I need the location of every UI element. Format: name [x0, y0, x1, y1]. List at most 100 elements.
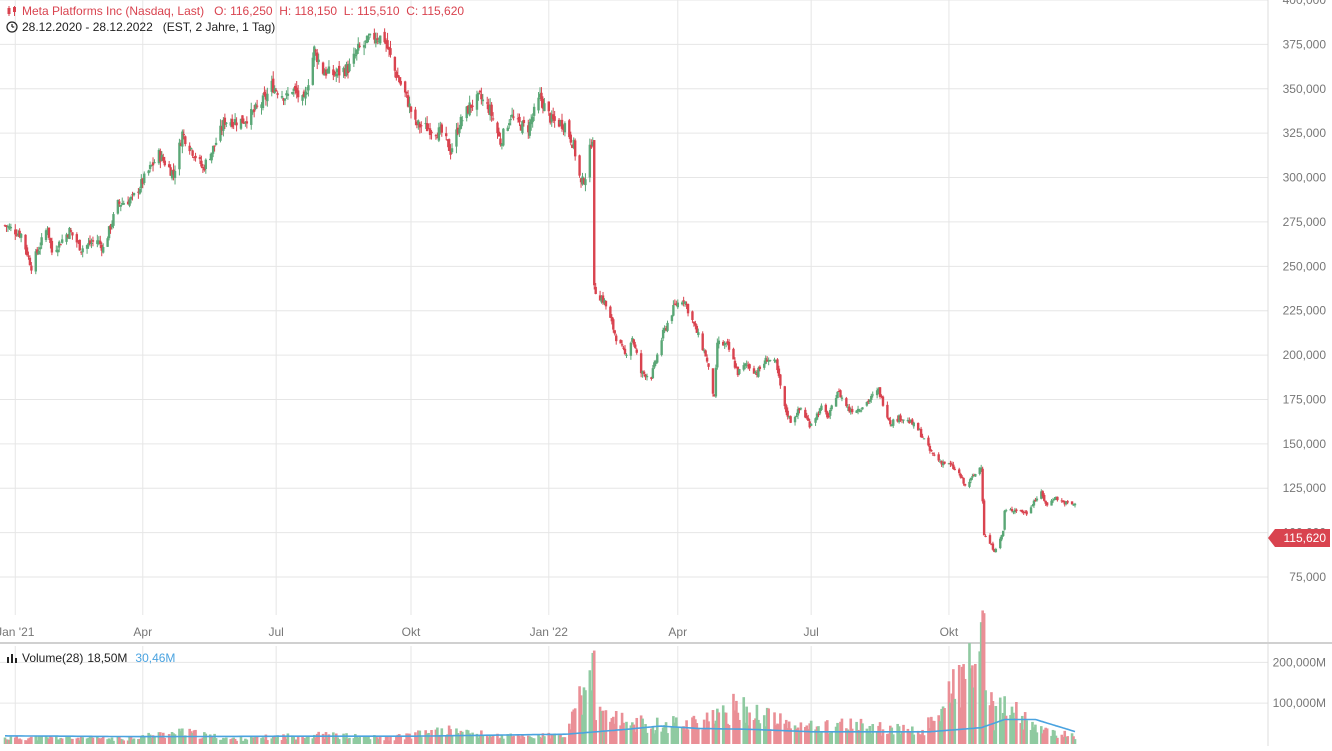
candle-body	[849, 410, 852, 413]
volume-bar	[230, 738, 234, 744]
volume-bar	[943, 708, 946, 744]
volume-bar	[666, 733, 669, 744]
candle-body	[283, 98, 287, 101]
candle-body	[1043, 495, 1046, 501]
volume-bar	[878, 722, 882, 744]
volume-bar	[598, 706, 602, 744]
price-candles	[3, 28, 1077, 553]
candle-body	[25, 247, 29, 256]
volume-bar	[1063, 730, 1067, 744]
volume-bar	[337, 739, 341, 744]
volume-bar	[868, 725, 872, 744]
volume-bar	[305, 735, 309, 744]
volume-bar	[900, 731, 904, 744]
candle-body	[1070, 501, 1074, 505]
candle-body	[979, 467, 983, 470]
candle-body	[264, 93, 268, 100]
volume-bar	[784, 719, 788, 744]
candle-body	[170, 170, 174, 179]
candle-body	[1054, 497, 1058, 500]
volume-bar	[376, 737, 379, 744]
candle-body	[634, 344, 637, 348]
volume-bar	[415, 735, 419, 744]
candle-body	[610, 316, 614, 322]
volume-bar	[5, 739, 8, 744]
volume-bar	[211, 737, 215, 744]
volume-bar	[957, 664, 961, 744]
candle-body	[497, 131, 501, 137]
volume-bar	[620, 712, 624, 744]
volume-bar	[490, 737, 493, 744]
volume-bar	[932, 720, 936, 744]
candle-body	[40, 237, 43, 246]
candle-body	[335, 73, 338, 77]
volume-bar	[418, 730, 422, 744]
volume-bar	[249, 736, 253, 744]
candle-body	[988, 535, 992, 544]
volume-bar	[232, 737, 235, 744]
candle-body	[601, 295, 605, 303]
candle-body	[906, 420, 910, 422]
volume-bar	[716, 708, 719, 744]
volume-bar	[622, 722, 625, 744]
candle-body	[316, 52, 319, 63]
volume-bar	[461, 731, 464, 744]
candle-body	[106, 238, 109, 247]
candle-body	[1015, 509, 1018, 512]
volume-bar	[285, 738, 288, 744]
volume-bar	[292, 736, 296, 744]
candle-body	[1063, 501, 1066, 505]
candle-body	[260, 104, 263, 108]
candle-body	[209, 158, 212, 160]
candle-body	[233, 119, 237, 125]
volume-bar	[1066, 736, 1069, 744]
volume-bar	[526, 735, 530, 744]
candle-body	[584, 179, 587, 186]
candle-body	[622, 347, 625, 349]
volume-bar	[927, 717, 930, 744]
volume-bar	[651, 727, 655, 744]
volume-bar	[570, 711, 574, 744]
volume-bar	[204, 733, 208, 744]
candle-body	[779, 374, 782, 386]
volume-bar	[140, 735, 143, 744]
candle-body	[1009, 509, 1012, 511]
candle-body	[219, 125, 222, 141]
candle-body	[324, 69, 328, 76]
candle-body	[255, 105, 259, 107]
volume-bar	[270, 738, 274, 744]
volume-bar	[314, 737, 318, 744]
candle-body	[856, 408, 860, 412]
candle-body	[927, 437, 930, 446]
volume-bar	[836, 722, 839, 744]
candle-body	[848, 406, 851, 412]
volume-tick-label: 100,000M	[1273, 696, 1326, 710]
volume-bar	[120, 739, 124, 744]
volume-bar	[60, 738, 64, 744]
candle-body	[682, 300, 685, 302]
candle-body	[651, 368, 655, 379]
candle-body	[1012, 511, 1015, 513]
volume-bar	[345, 733, 348, 744]
candle-body	[1044, 500, 1047, 504]
candle-body	[930, 450, 933, 452]
volume-bar	[990, 692, 993, 744]
volume-bar	[131, 739, 134, 744]
candle-body	[358, 45, 361, 47]
time-tick-label: Okt	[402, 625, 421, 639]
volume-bar	[861, 723, 864, 744]
volume-bar	[38, 736, 42, 744]
candle-body	[296, 90, 300, 98]
candle-body	[272, 78, 275, 93]
volume-bar	[449, 729, 452, 744]
volume-bar	[748, 712, 751, 744]
candle-body	[663, 328, 666, 331]
candle-body	[783, 386, 786, 407]
volume-bar	[437, 735, 441, 744]
candle-body	[9, 226, 13, 229]
candle-body	[1065, 501, 1068, 504]
volume-bar	[633, 731, 637, 744]
volume-bar	[116, 736, 120, 744]
